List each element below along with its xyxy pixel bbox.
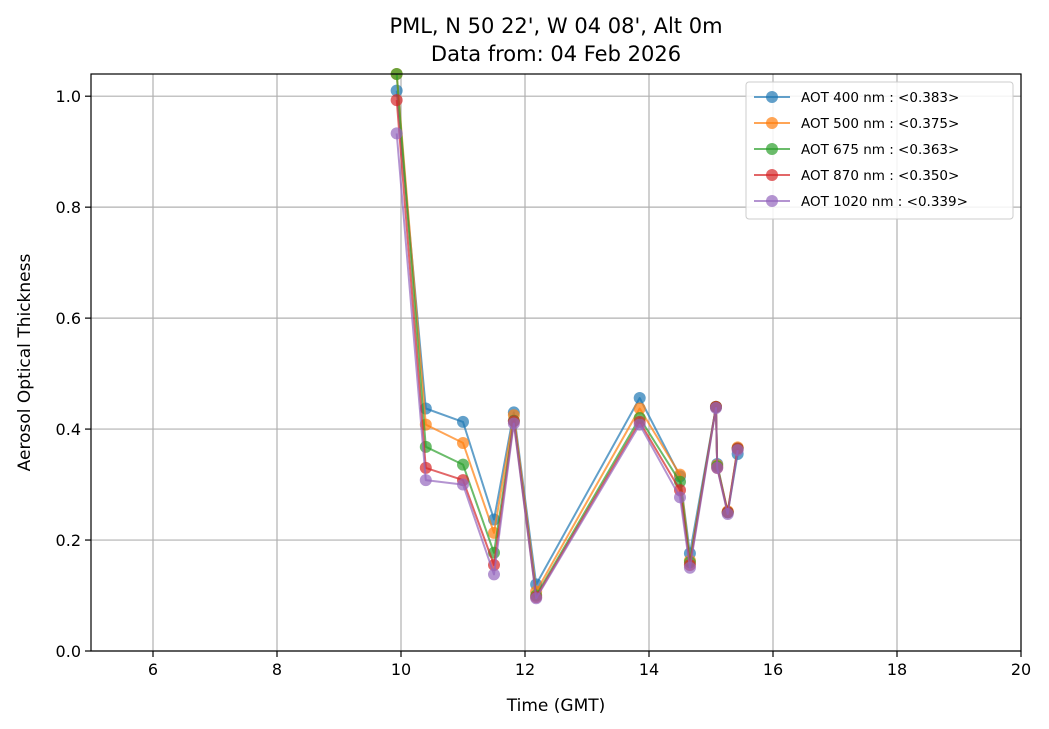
data-point <box>633 392 646 405</box>
x-tick-label: 8 <box>272 660 282 679</box>
data-point <box>507 417 520 430</box>
chart-title: PML, N 50 22', W 04 08', Alt 0m <box>389 14 722 38</box>
legend-label: AOT 870 nm : <0.350> <box>801 168 959 184</box>
data-point <box>419 461 432 474</box>
data-point <box>457 478 469 491</box>
data-point <box>457 436 469 449</box>
series-line <box>395 73 739 597</box>
x-tick-label: 12 <box>515 660 535 679</box>
plot-frame <box>90 73 1022 652</box>
legend-marker <box>766 117 778 129</box>
data-point <box>419 440 432 453</box>
data-point <box>674 491 686 504</box>
y-tick-label: 0.8 <box>56 198 81 217</box>
data-point <box>457 458 469 471</box>
legend-box <box>745 81 1014 220</box>
x-tick-label: 14 <box>639 660 659 679</box>
series-layer <box>390 68 744 605</box>
data-point <box>530 592 543 605</box>
legend-label: AOT 400 nm : <0.383> <box>801 90 959 106</box>
data-point <box>457 415 469 428</box>
legend-label: AOT 1020 nm : <0.339> <box>801 194 968 210</box>
data-point <box>390 127 403 140</box>
x-axis-label: Time (GMT) <box>506 696 606 716</box>
data-point <box>709 401 722 414</box>
series-line <box>395 73 739 593</box>
x-tick-label: 16 <box>763 660 783 679</box>
ticks: 6 8 10 12 14 16 18 20 0.0 0.2 0.4 0.6 0.8 1.0 <box>56 87 1032 679</box>
legend-marker <box>766 91 778 103</box>
data-point <box>390 84 403 97</box>
x-tick-label: 20 <box>1011 660 1031 679</box>
legend-label: AOT 675 nm : <0.363> <box>801 142 959 158</box>
data-point <box>419 474 432 487</box>
data-point <box>633 402 646 415</box>
legend: AOT 400 nm : <0.383> AOT 500 nm : <0.375>… <box>745 81 1014 220</box>
y-axis-label: Aerosol Optical Thickness <box>15 254 35 472</box>
y-tick-label: 0.0 <box>56 642 81 661</box>
x-tick-label: 6 <box>148 660 158 679</box>
data-point <box>711 461 724 474</box>
legend-marker <box>766 195 778 207</box>
x-tick-label: 10 <box>391 660 411 679</box>
y-tick-label: 0.2 <box>56 531 81 550</box>
data-point <box>721 507 734 520</box>
legend-marker <box>766 143 778 155</box>
x-tick-label: 18 <box>887 660 907 679</box>
legend-marker <box>766 169 778 181</box>
data-point <box>390 94 403 107</box>
series-line <box>395 90 739 586</box>
data-point <box>683 561 696 574</box>
y-tick-label: 0.4 <box>56 420 81 439</box>
data-point <box>731 444 744 457</box>
data-point <box>633 418 646 431</box>
data-point <box>488 568 500 581</box>
y-tick-label: 1.0 <box>56 87 81 106</box>
legend-label: AOT 500 nm : <0.375> <box>801 116 959 132</box>
chart-subtitle: Data from: 04 Feb 2026 <box>431 42 681 66</box>
y-tick-label: 0.6 <box>56 309 81 328</box>
